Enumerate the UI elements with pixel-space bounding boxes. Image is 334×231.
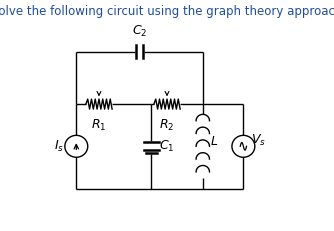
Text: $R_2$: $R_2$ [159, 118, 175, 133]
Text: Solve the following circuit using the graph theory approach: Solve the following circuit using the gr… [0, 5, 334, 18]
Text: $R_1$: $R_1$ [91, 118, 107, 133]
Text: $V_s$: $V_s$ [250, 133, 266, 148]
Text: $L$: $L$ [210, 135, 218, 148]
Text: $C_2$: $C_2$ [132, 24, 147, 39]
Text: $C_1$: $C_1$ [159, 139, 174, 154]
Text: $I_s$: $I_s$ [54, 139, 64, 154]
